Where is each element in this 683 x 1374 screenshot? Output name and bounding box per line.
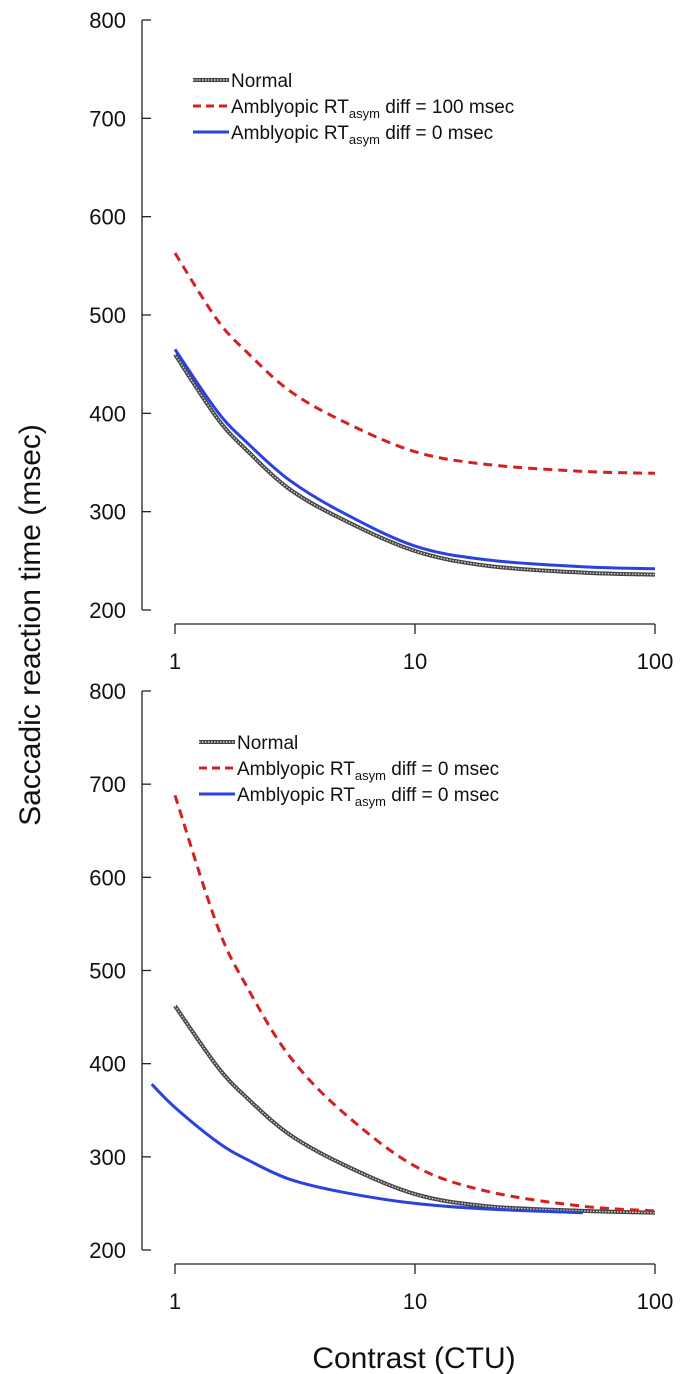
x-tick-label: 100 bbox=[637, 1289, 674, 1314]
y-tick-label: 700 bbox=[89, 106, 126, 131]
y-tick-label: 400 bbox=[89, 1052, 126, 1077]
legend-label: Amblyopic RTasym diff = 0 msec bbox=[237, 759, 499, 783]
y-tick-label: 800 bbox=[89, 8, 126, 33]
y-tick-label: 500 bbox=[89, 303, 126, 328]
legend-label: Amblyopic RTasym diff = 0 msec bbox=[231, 123, 493, 147]
top-panel: 200 300 400 500 600 700 800 1 10 100 Normal Amblyop… bbox=[89, 8, 673, 674]
amblyopic-dashed-series-line bbox=[173, 794, 656, 1213]
y-tick-label: 800 bbox=[89, 679, 126, 704]
legend-label: Amblyopic RTasym diff = 0 msec bbox=[237, 785, 499, 809]
shared-x-axis-title: Contrast (CTU) bbox=[312, 1342, 515, 1374]
x-tick-label: 1 bbox=[169, 649, 181, 674]
amblyopic-solid-series-line bbox=[150, 1083, 583, 1215]
bottom-panel: 200 300 400 500 600 700 800 1 10 100 Normal Amblyop… bbox=[89, 679, 673, 1314]
amblyopic-solid-series-line bbox=[173, 348, 656, 571]
amblyopic-dashed-series-line bbox=[173, 252, 656, 475]
y-tick-label: 600 bbox=[89, 205, 126, 230]
y-tick-label: 200 bbox=[89, 598, 126, 623]
normal-series-line-texture bbox=[174, 1005, 656, 1214]
x-tick-label: 1 bbox=[169, 1289, 181, 1314]
y-tick-label: 300 bbox=[89, 1145, 126, 1170]
x-tick-label: 10 bbox=[403, 1289, 427, 1314]
shared-y-axis-title: Saccadic reaction time (msec) bbox=[14, 424, 47, 826]
x-tick-label: 100 bbox=[637, 649, 674, 674]
legend-label: Amblyopic RTasym diff = 100 msec bbox=[231, 97, 514, 121]
legend-label: Normal bbox=[231, 71, 292, 92]
y-tick-label: 600 bbox=[89, 865, 126, 890]
y-tick-label: 500 bbox=[89, 959, 126, 984]
x-tick-label: 10 bbox=[403, 649, 427, 674]
y-tick-label: 200 bbox=[89, 1238, 126, 1263]
legend-label: Normal bbox=[237, 733, 298, 754]
normal-series-line bbox=[173, 353, 656, 577]
normal-series-line-texture bbox=[174, 353, 656, 576]
y-tick-label: 700 bbox=[89, 772, 126, 797]
y-tick-label: 300 bbox=[89, 500, 126, 525]
y-tick-label: 400 bbox=[89, 401, 126, 426]
normal-series-line bbox=[173, 1004, 656, 1215]
